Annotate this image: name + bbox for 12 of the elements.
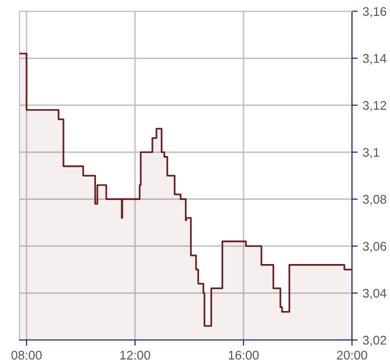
y-tick-label: 3,08 [362, 194, 386, 206]
x-tick-label: 08:00 [11, 350, 42, 360]
x-tick-label: 12:00 [120, 350, 150, 360]
y-tick-label: 3,06 [362, 242, 386, 252]
y-tick-label: 3,04 [362, 288, 386, 300]
y-tick-label: 3,14 [362, 54, 386, 64]
y-tick-label: 3,02 [362, 336, 386, 346]
x-tick-label: 16:00 [228, 350, 259, 360]
y-tick-label: 3,1 [362, 148, 380, 158]
x-tick-label: 20:00 [336, 350, 368, 360]
y-tick-label: 3,12 [362, 101, 386, 112]
y-tick-label: 3,16 [362, 7, 386, 18]
